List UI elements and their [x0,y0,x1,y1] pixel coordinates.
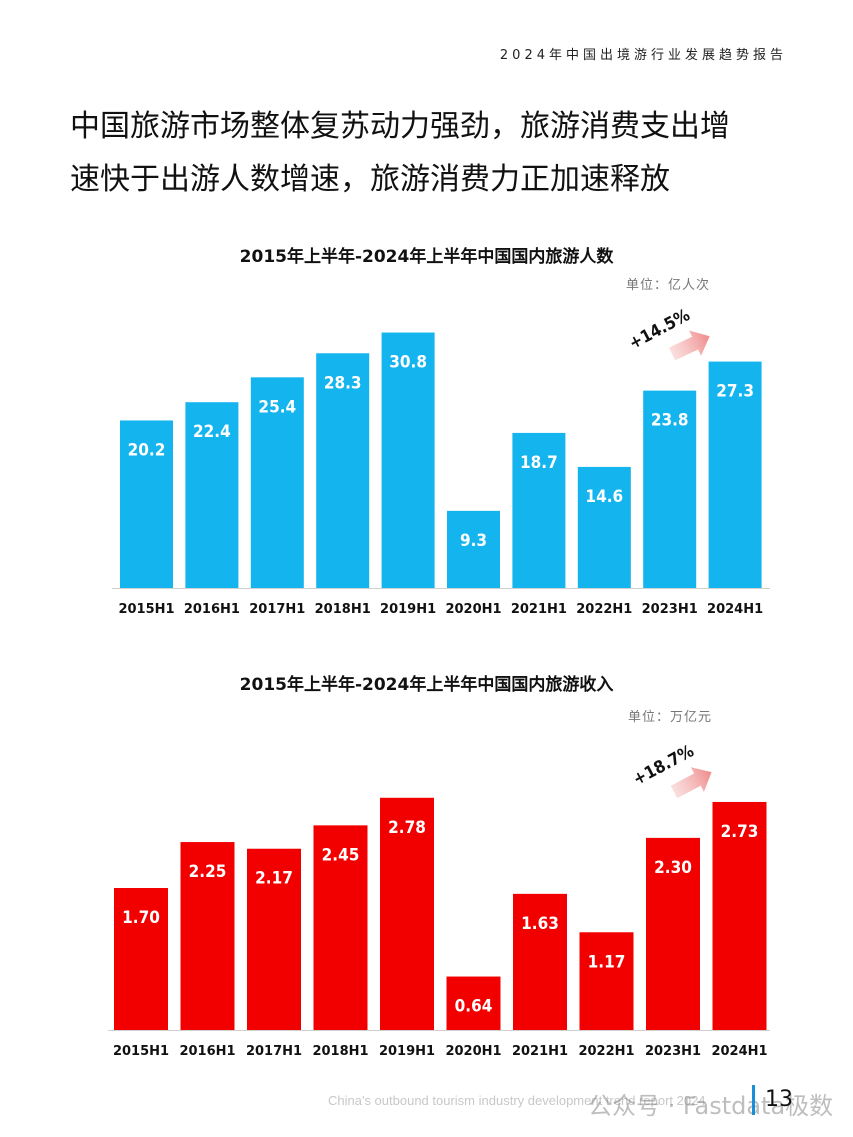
chart-title-revenue: 2015年上半年-2024年上半年中国国内旅游收入 [239,675,614,695]
category-label-2019H1: 2019H1 [380,602,436,617]
bar-2018H1 [313,825,368,1030]
value-label-2022H1: 14.6 [585,487,623,507]
bar-2024H1 [712,801,767,1030]
category-label-2023H1: 2023H1 [642,602,698,617]
category-label-2024H1: 2024H1 [711,1044,767,1059]
value-label-2015H1: 1.70 [122,908,160,928]
category-label-2019H1: 2019H1 [379,1044,435,1059]
bar-2022H1 [577,466,631,588]
headline-line-2: 速快于出游人数增速，旅游消费力正加速释放 [70,162,670,197]
footer-english-text: China's outbound tourism industry develo… [328,1093,706,1108]
growth-arrow-icon [669,330,710,361]
category-label-2018H1: 2018H1 [315,602,371,617]
bar-2021H1 [513,893,567,1030]
value-label-2020H1: 0.64 [455,997,493,1017]
value-label-2023H1: 23.8 [651,411,689,431]
unit-label-revenue: 单位：万亿元 [628,710,713,725]
bar-2017H1 [247,848,301,1030]
category-label-2017H1: 2017H1 [249,602,305,617]
value-label-2023H1: 2.30 [654,858,692,878]
bar-2019H1 [380,797,434,1030]
category-label-2018H1: 2018H1 [312,1044,368,1059]
value-label-2021H1: 1.63 [521,914,559,934]
bar-2016H1 [185,402,239,588]
page-headline: 中国旅游市场整体复苏动力强劲，旅游消费支出增 速快于出游人数增速，旅游消费力正加… [70,100,790,206]
category-label-2021H1: 2021H1 [511,602,567,617]
bar-2016H1 [180,842,235,1030]
category-label-2015H1: 2015H1 [118,602,174,617]
category-label-2016H1: 2016H1 [179,1044,235,1059]
bar-2015H1 [120,420,173,588]
footer-accent-bar [752,1085,755,1115]
bar-2018H1 [316,353,370,588]
category-label-2021H1: 2021H1 [512,1044,568,1059]
value-label-2021H1: 18.7 [520,453,558,473]
category-label-2020H1: 2020H1 [445,602,501,617]
category-label-2020H1: 2020H1 [445,1044,501,1059]
growth-arrow-icon [670,767,712,799]
visitors-bar-chart: 20.2 2015H1 22.4 2016H1 25.4 2017H1 28.3 2018H1… [112,305,770,617]
bar-2019H1 [381,332,435,588]
value-label-2017H1: 2.17 [255,869,293,889]
report-title: 2024年中国出境游行业发展趋势报告 [499,48,787,63]
value-label-2020H1: 9.3 [460,531,487,551]
value-label-2019H1: 30.8 [389,353,427,373]
category-label-2016H1: 2016H1 [184,602,240,617]
watermark: 公众号 · Fastdata极数 [588,1092,834,1120]
revenue-bar-chart: 1.70 2015H1 2.25 2016H1 2.17 2017H1 2.45 2018H1… [108,741,770,1059]
value-label-2018H1: 28.3 [324,373,362,393]
bar-2020H1 [447,510,500,588]
category-label-2024H1: 2024H1 [707,602,763,617]
category-label-2015H1: 2015H1 [113,1044,169,1059]
value-label-2019H1: 2.78 [388,818,426,838]
bar-2015H1 [114,888,168,1030]
value-label-2017H1: 25.4 [258,397,296,417]
value-label-2024H1: 27.3 [716,382,754,402]
bar-2020H1 [446,976,501,1030]
category-label-2022H1: 2022H1 [576,602,632,617]
value-label-2016H1: 22.4 [193,422,231,442]
category-label-2023H1: 2023H1 [645,1044,701,1059]
chart-title-visitors: 2015年上半年-2024年上半年中国国内旅游人数 [239,247,614,267]
bar-2024H1 [708,361,762,588]
category-label-2022H1: 2022H1 [578,1044,634,1059]
value-label-2018H1: 2.45 [322,845,360,865]
bar-2022H1 [579,932,634,1030]
headline-line-1: 中国旅游市场整体复苏动力强劲，旅游消费支出增 [70,109,730,144]
value-label-2024H1: 2.73 [721,822,759,842]
bar-2023H1 [643,390,697,588]
value-label-2015H1: 20.2 [128,440,166,460]
page-number: 13 [765,1087,793,1112]
value-label-2016H1: 2.25 [189,862,227,882]
bar-2021H1 [512,432,566,588]
unit-label-visitors: 单位：亿人次 [626,278,711,293]
bar-2017H1 [250,377,304,588]
value-label-2022H1: 1.17 [588,952,626,972]
bar-2023H1 [646,837,700,1030]
category-label-2017H1: 2017H1 [246,1044,302,1059]
